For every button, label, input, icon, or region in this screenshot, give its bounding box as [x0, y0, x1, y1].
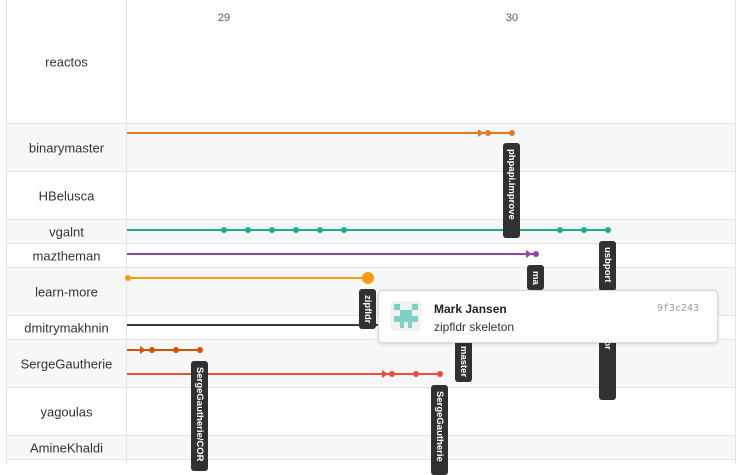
date-label-29: 29	[217, 12, 231, 24]
commit-graph[interactable]	[0, 0, 741, 464]
branch-tag-label: phpapi.improve	[506, 149, 517, 220]
author-name[interactable]: vgalnt	[49, 224, 84, 239]
author-row-maztheman: maztheman	[7, 244, 735, 268]
author-name[interactable]: SergeGautherie	[20, 356, 113, 371]
branch-tag-label: master	[458, 346, 469, 378]
author-name[interactable]: binarymaster	[28, 140, 105, 155]
arrow-icon	[478, 129, 484, 137]
arrow-icon	[526, 250, 532, 258]
author-name[interactable]: maztheman	[32, 248, 101, 263]
branch-tag-label: zipfldr	[362, 295, 373, 324]
commit-dot[interactable]	[533, 251, 539, 257]
avatar	[391, 301, 421, 331]
commit-tooltip: Mark Jansen zipfldr skeleton 9f3c243	[378, 290, 718, 343]
column-divider	[126, 0, 127, 464]
arrow-icon	[140, 346, 146, 354]
arrow-icon	[382, 370, 388, 378]
branch-tag-label: ma	[530, 271, 541, 285]
commit-dot[interactable]	[173, 347, 179, 353]
left-border	[6, 0, 7, 464]
commit-dot[interactable]	[317, 227, 323, 233]
commit-dot[interactable]	[581, 227, 587, 233]
right-border	[735, 0, 736, 464]
commit-dot[interactable]	[245, 227, 251, 233]
commit-dot[interactable]	[437, 371, 443, 377]
commit-dot[interactable]	[509, 130, 515, 136]
commit-dot[interactable]	[149, 347, 155, 353]
author-name[interactable]: dmitrymakhnin	[24, 320, 109, 335]
commit-dot[interactable]	[413, 371, 419, 377]
branch-tag-label: usbport	[602, 247, 613, 283]
author-row-aminekhaldi: AmineKhaldi	[7, 436, 735, 460]
commit-dot[interactable]	[197, 347, 203, 353]
commit-dot[interactable]	[269, 227, 275, 233]
author-name[interactable]: learn-more	[35, 284, 98, 299]
author-name[interactable]: reactos	[45, 54, 88, 69]
commit-author: Mark Jansen	[434, 302, 507, 316]
author-row-yagoulas: yagoulas	[7, 388, 735, 436]
commit-dot[interactable]	[341, 227, 347, 233]
branch-tag-label: SergeGautherie/COR	[194, 367, 205, 462]
date-label-30: 30	[505, 12, 519, 24]
commit-dot[interactable]	[125, 275, 131, 281]
author-row-hbelusca: HBelusca	[7, 172, 735, 220]
author-row-vgalnt: vgalnt	[7, 220, 735, 244]
commit-sha[interactable]: 9f3c243	[656, 303, 699, 314]
commit-dot-highlighted[interactable]	[362, 272, 374, 284]
author-row-dmitrymakhnin: dmitrymakhnin	[7, 316, 735, 340]
commit-dot[interactable]	[485, 130, 491, 136]
commit-dot[interactable]	[389, 371, 395, 377]
commit-dot[interactable]	[557, 227, 563, 233]
author-name[interactable]: yagoulas	[40, 404, 93, 419]
author-row-reactos: reactos	[7, 0, 735, 124]
commit-dot[interactable]	[293, 227, 299, 233]
author-name[interactable]: AmineKhaldi	[30, 440, 103, 455]
author-name[interactable]: HBelusca	[38, 188, 95, 203]
commit-dot[interactable]	[605, 227, 611, 233]
commit-message: zipfldr skeleton	[434, 320, 515, 334]
commit-dot[interactable]	[221, 227, 227, 233]
branch-tag-label: SergeGautherie	[434, 391, 445, 462]
